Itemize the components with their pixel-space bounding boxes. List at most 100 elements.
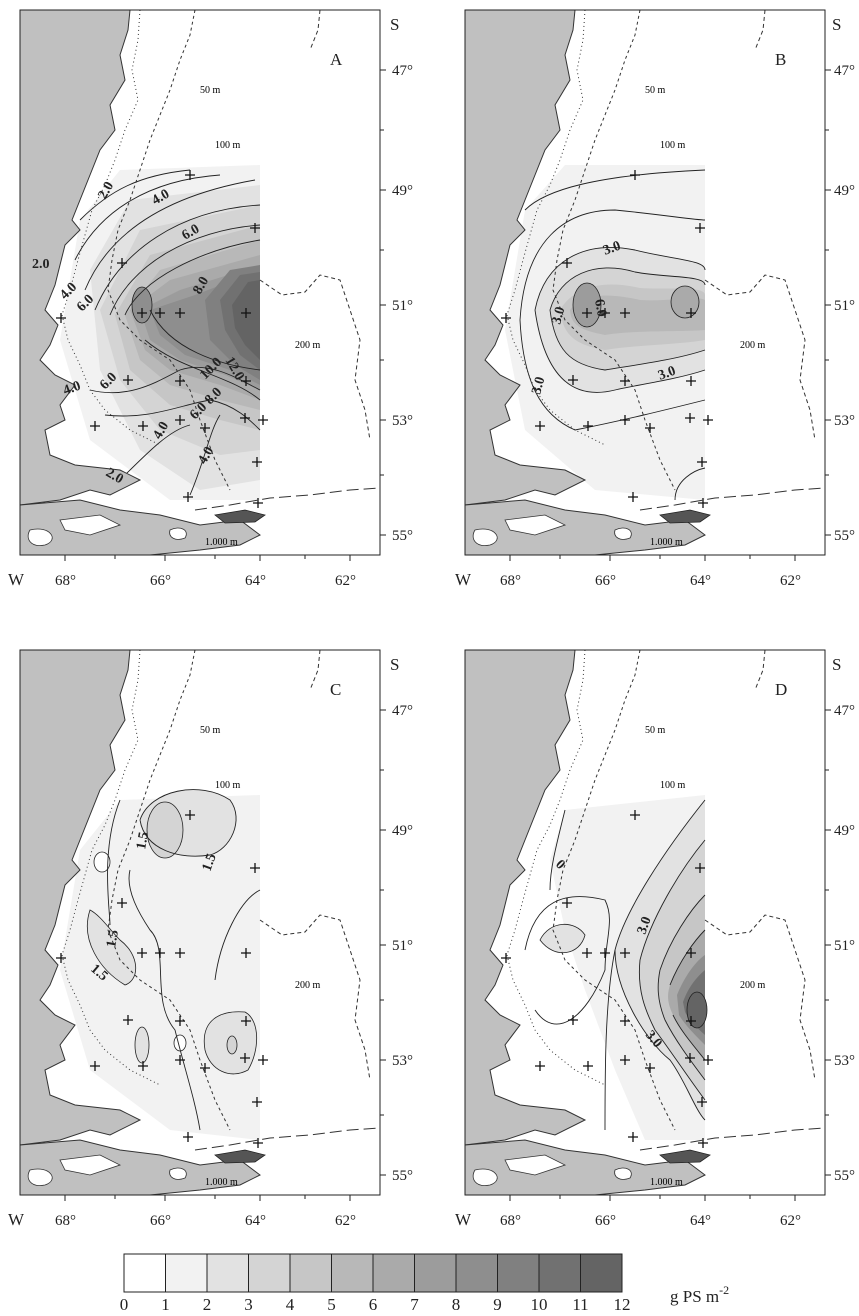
legend-swatch bbox=[331, 1253, 374, 1293]
lon-tick: 64° bbox=[245, 1213, 266, 1229]
legend-swatch bbox=[580, 1253, 623, 1293]
isobath-label: 200 m bbox=[740, 980, 766, 991]
legend-unit: g PS m-2 bbox=[670, 1283, 729, 1306]
contour-label: 3.0 bbox=[656, 364, 678, 384]
legend-tick-label: 7 bbox=[410, 1295, 419, 1314]
shade-level-11 bbox=[232, 280, 260, 360]
isobath-label: 200 m bbox=[295, 340, 321, 351]
legend-swatch bbox=[497, 1253, 540, 1293]
legend-tick-label: 5 bbox=[327, 1295, 336, 1314]
lon-hemisphere: W bbox=[8, 1210, 25, 1229]
lat-hemisphere: S bbox=[832, 15, 841, 34]
lon-tick: 66° bbox=[595, 573, 616, 589]
legend-tick-label: 11 bbox=[572, 1295, 588, 1314]
lat-tick: 51° bbox=[392, 298, 413, 314]
lon-tick: 62° bbox=[335, 1213, 356, 1229]
lat-tick: 53° bbox=[834, 413, 855, 429]
legend-tick-label: 10 bbox=[531, 1295, 548, 1314]
lat-tick: 51° bbox=[392, 938, 413, 954]
contour-label: 3.0 bbox=[529, 375, 548, 396]
isobath-label: 1.000 m bbox=[650, 537, 683, 548]
lat-tick: 55° bbox=[834, 1168, 855, 1184]
lat-tick: 47° bbox=[392, 703, 413, 719]
isobath-label: 200 m bbox=[295, 980, 321, 991]
isobath-label: 200 m bbox=[740, 340, 766, 351]
lat-hemisphere: S bbox=[390, 655, 399, 674]
isobath-label: 50 m bbox=[645, 725, 666, 736]
isobath-label: 50 m bbox=[200, 725, 221, 736]
lat-tick: 51° bbox=[834, 938, 855, 954]
lon-tick: 66° bbox=[595, 1213, 616, 1229]
contour-label: 1.5 bbox=[200, 852, 220, 874]
lon-tick: 68° bbox=[500, 573, 521, 589]
panel-d: 0 3.0 3.0 50 m 100 m 200 m 1.000 m D bbox=[464, 649, 831, 1201]
contour-label: 4.0 bbox=[61, 379, 83, 399]
contour-label: 1.5 bbox=[104, 929, 122, 949]
isobath-label: 50 m bbox=[645, 85, 666, 96]
lon-tick: 66° bbox=[150, 573, 171, 589]
legend-tick-label: 6 bbox=[369, 1295, 378, 1314]
legend-swatch bbox=[455, 1253, 498, 1293]
lon-tick: 62° bbox=[780, 573, 801, 589]
legend-tick-label: 3 bbox=[244, 1295, 253, 1314]
lat-tick: 47° bbox=[834, 703, 855, 719]
lat-tick: 49° bbox=[834, 183, 855, 199]
lat-tick: 47° bbox=[392, 63, 413, 79]
legend-swatch bbox=[372, 1253, 415, 1293]
lat-tick: 53° bbox=[392, 413, 413, 429]
legend-tick-label: 8 bbox=[452, 1295, 461, 1314]
panel-b: 3.0 3.0 6.0 3.0 3.0 50 m 100 m 200 m 1.0… bbox=[464, 9, 831, 561]
legend-swatch bbox=[123, 1253, 166, 1293]
lon-tick: 66° bbox=[150, 1213, 171, 1229]
legend-swatch bbox=[206, 1253, 249, 1293]
lon-tick: 64° bbox=[690, 1213, 711, 1229]
lat-tick: 55° bbox=[834, 528, 855, 544]
panel-c: 1.5 1.5 1.5 1.5 50 m 100 m 200 m 1.000 m… bbox=[19, 649, 386, 1201]
legend-swatch bbox=[289, 1253, 332, 1293]
lon-tick: 68° bbox=[55, 573, 76, 589]
legend-tick-label: 12 bbox=[614, 1295, 631, 1314]
panel-letter: B bbox=[775, 50, 786, 69]
isobath-label: 1.000 m bbox=[650, 1177, 683, 1188]
lat-tick: 55° bbox=[392, 528, 413, 544]
legend-tick-label: 0 bbox=[120, 1295, 129, 1314]
lat-tick: 47° bbox=[834, 63, 855, 79]
lon-hemisphere: W bbox=[455, 570, 472, 589]
legend-tick-label: 2 bbox=[203, 1295, 212, 1314]
panel-a: 2.0 4.0 6.0 8.0 2.0 4.0 6.0 4.0 6.0 12.0… bbox=[19, 9, 386, 561]
panel-letter: A bbox=[330, 50, 343, 69]
lat-tick: 49° bbox=[834, 823, 855, 839]
legend-tick-label: 1 bbox=[161, 1295, 170, 1314]
isobath-label: 1.000 m bbox=[205, 537, 238, 548]
lon-tick: 64° bbox=[245, 573, 266, 589]
legend-swatch bbox=[165, 1253, 208, 1293]
legend-swatch bbox=[248, 1253, 291, 1293]
legend-tick-labels: 0 1 2 3 4 5 6 7 8 9 10 11 12 bbox=[120, 1295, 631, 1314]
lat-tick: 51° bbox=[834, 298, 855, 314]
contour-label: 3.0 bbox=[601, 239, 623, 259]
lat-tick: 49° bbox=[392, 823, 413, 839]
lat-hemisphere: S bbox=[390, 15, 399, 34]
isobath-label: 1.000 m bbox=[205, 1177, 238, 1188]
lon-tick: 64° bbox=[690, 573, 711, 589]
lat-tick: 53° bbox=[392, 1053, 413, 1069]
color-legend bbox=[123, 1253, 623, 1293]
panel-letter: D bbox=[775, 680, 787, 699]
lat-tick: 55° bbox=[392, 1168, 413, 1184]
lon-hemisphere: W bbox=[8, 570, 25, 589]
isobath-label: 100 m bbox=[215, 140, 241, 151]
isobath-label: 100 m bbox=[660, 780, 686, 791]
contour-label: 2.0 bbox=[32, 257, 50, 272]
panel-letter: C bbox=[330, 680, 341, 699]
lon-hemisphere: W bbox=[455, 1210, 472, 1229]
contour-label: 1.5 bbox=[134, 831, 152, 851]
lat-tick: 49° bbox=[392, 183, 413, 199]
contour-label: 6.0 bbox=[591, 298, 609, 318]
legend-tick-label: 4 bbox=[286, 1295, 295, 1314]
lat-hemisphere: S bbox=[832, 655, 841, 674]
isobath-label: 50 m bbox=[200, 85, 221, 96]
lon-tick: 62° bbox=[335, 573, 356, 589]
lon-tick: 62° bbox=[780, 1213, 801, 1229]
legend-swatch bbox=[538, 1253, 581, 1293]
